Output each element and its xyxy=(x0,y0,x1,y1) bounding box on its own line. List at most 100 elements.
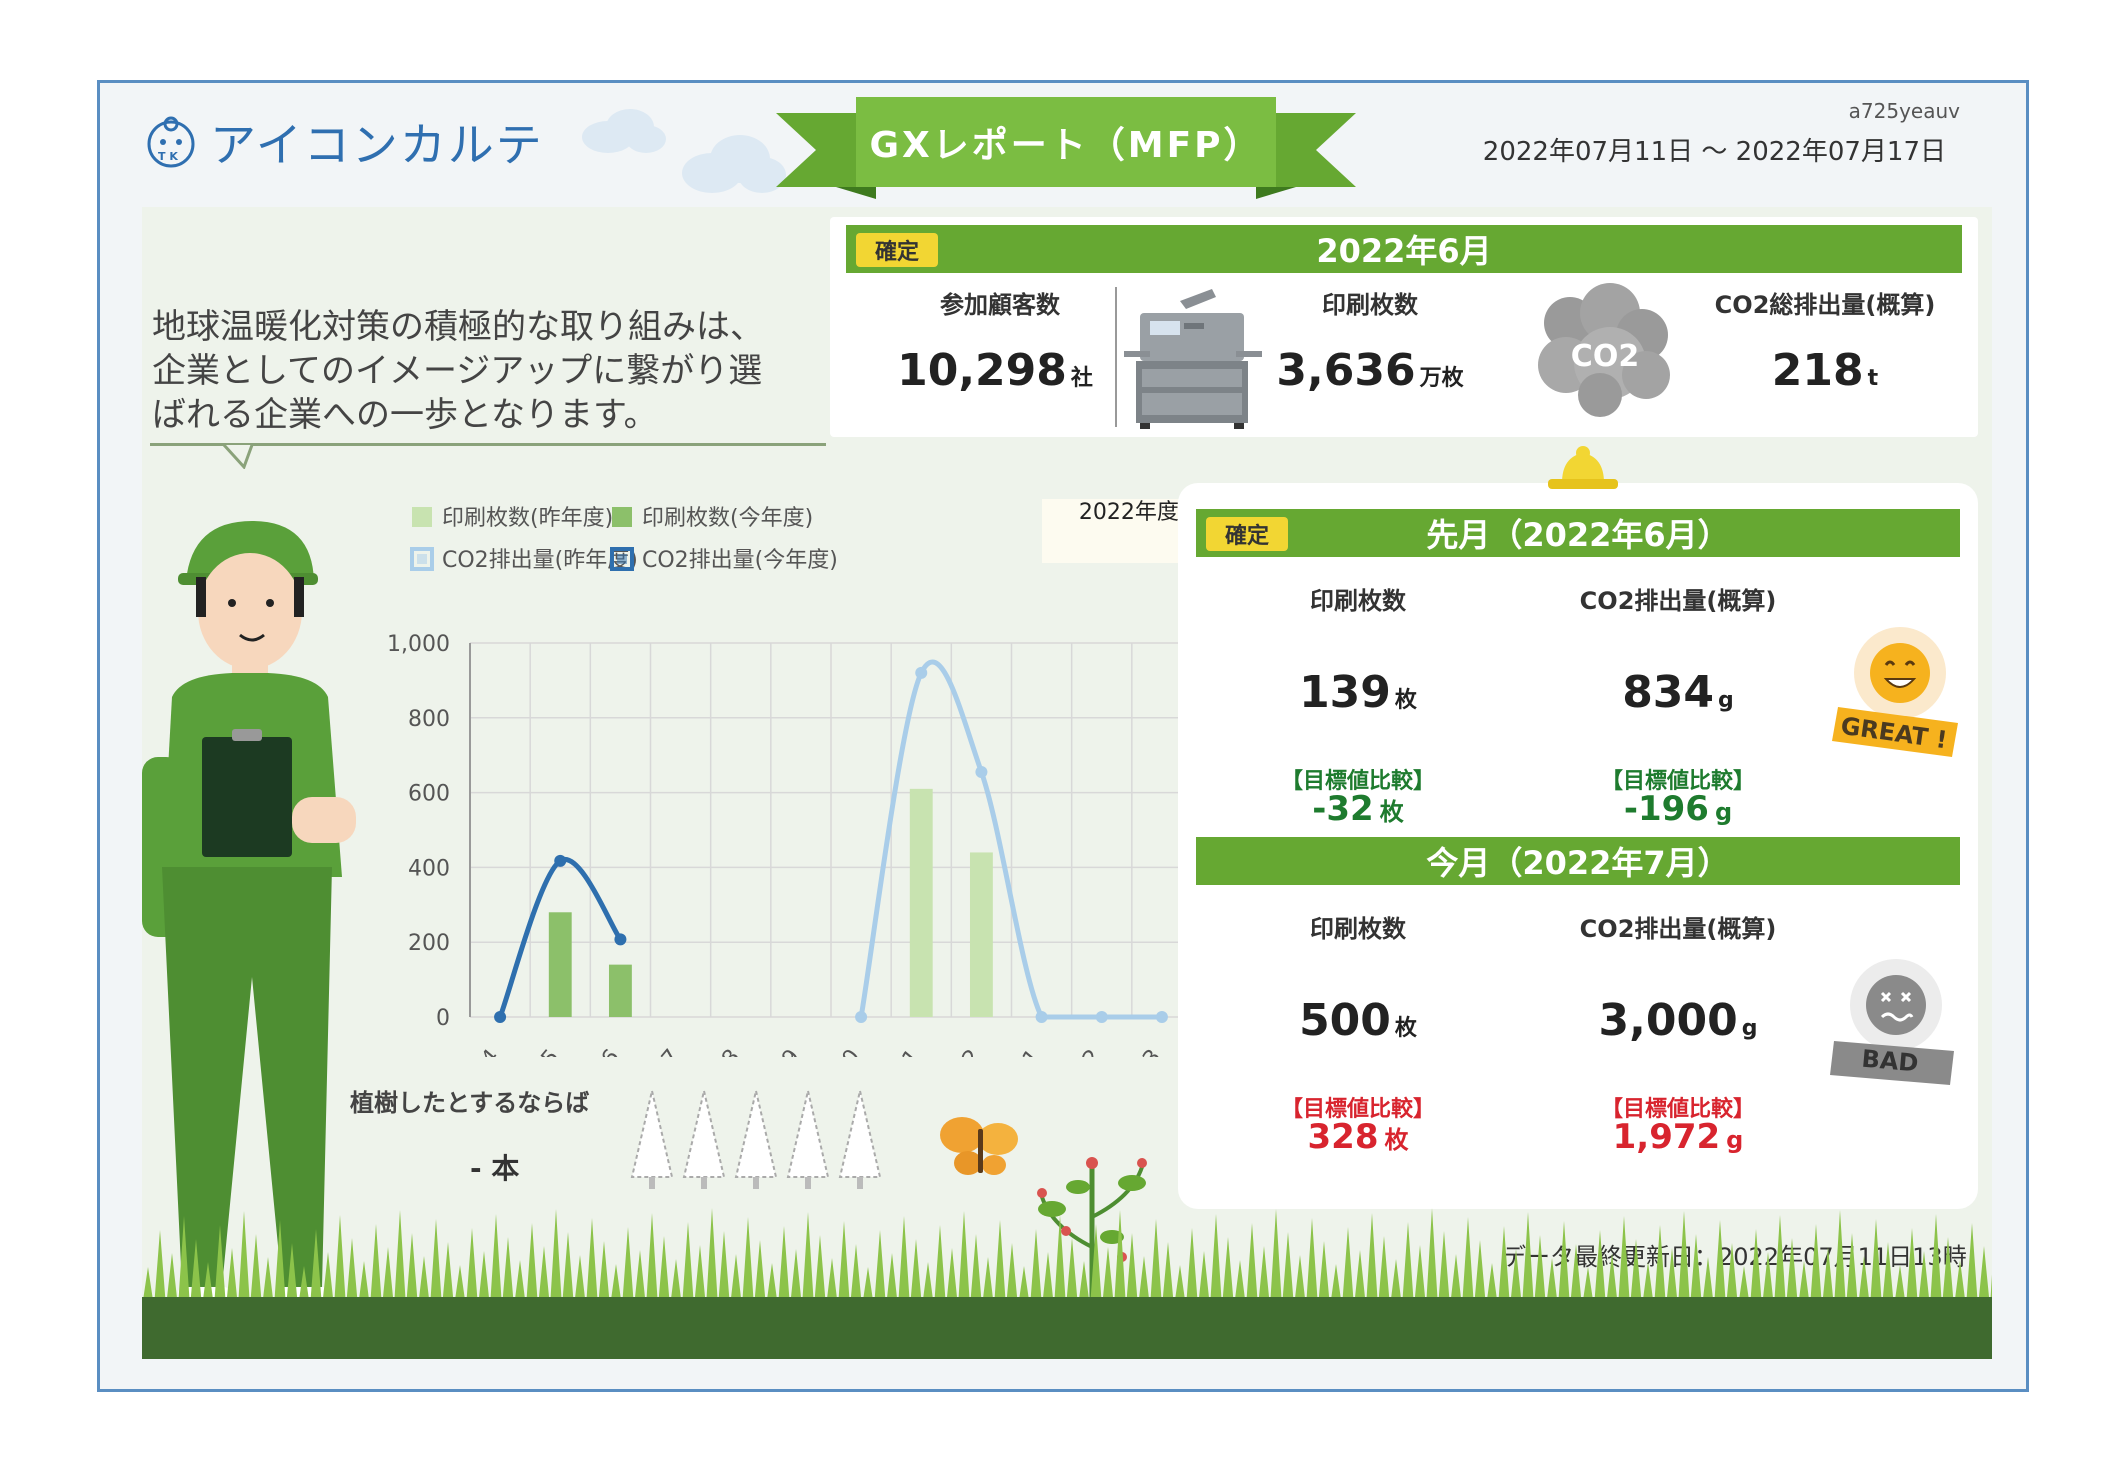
x-tick-label: 10 xyxy=(829,1045,866,1057)
x-tick-label: 07 xyxy=(648,1045,685,1057)
prints-label: 印刷枚数 xyxy=(1322,291,1418,319)
last-month-co2-diff: -196 g xyxy=(1623,789,1733,829)
legend-swatch xyxy=(610,547,634,571)
printer-icon xyxy=(1124,289,1262,429)
data-point xyxy=(554,854,567,867)
last-month-confirmed-badge: 確定 xyxy=(1206,517,1288,551)
customers-value: 10,298 社 xyxy=(897,345,1093,396)
legend-label: 印刷枚数(今年度) xyxy=(642,506,813,531)
svg-text:T K: T K xyxy=(158,150,178,163)
customers-label: 参加顧客数 xyxy=(940,291,1060,319)
legend-swatch xyxy=(412,507,432,527)
grass-decoration xyxy=(142,1208,1992,1307)
prints-value: 3,636 万枚 xyxy=(1276,345,1464,396)
data-point xyxy=(855,1011,868,1023)
y-left-tick-label: 600 xyxy=(408,782,450,807)
this-month-co2-value: 3,000 g xyxy=(1598,995,1758,1046)
chart-legend: 印刷枚数(昨年度) 印刷枚数(今年度)CO2排出量(昨年度) CO2排出量(今年度) xyxy=(410,506,838,573)
monthly-comparison-card: 先月（2022年6月） 確定 印刷枚数 139 枚 CO2排出量(概算) 834 g… xyxy=(1178,446,1978,1209)
logo: T K アイコンカルテ xyxy=(142,109,544,175)
x-tick-label: 12 xyxy=(949,1045,986,1057)
y-left-tick-label: 0 xyxy=(436,1006,450,1031)
worker-illustration xyxy=(142,521,356,1303)
this-month-header: 今月（2022年7月） xyxy=(1196,837,1960,885)
bar xyxy=(909,788,933,1017)
x-tick-label: 11 xyxy=(889,1045,926,1057)
this-month-co2-label: CO2排出量(概算) xyxy=(1579,915,1777,943)
logo-text: アイコンカルテ xyxy=(210,118,544,172)
y-left-tick-label: 1,000 xyxy=(387,632,450,657)
x-tick-label: 08 xyxy=(708,1045,745,1057)
bad-face-icon xyxy=(1830,959,1954,1085)
data-point xyxy=(1035,1011,1048,1023)
x-tick-label: 03 xyxy=(1129,1045,1166,1057)
data-point xyxy=(1155,1011,1168,1023)
this-month-co2-compare-label: 【目標値比較】 xyxy=(1600,1097,1755,1122)
tree-label: 植樹したとするならば xyxy=(350,1089,590,1117)
logo-face-icon: T K xyxy=(147,116,195,168)
great-smile-icon xyxy=(1832,627,1958,757)
summary-card: 2022年6月 確定 参加顧客数 10,298 社 xyxy=(830,217,1978,437)
speech-underline xyxy=(150,443,826,446)
legend-label: CO2排出量(昨年度) xyxy=(442,548,638,573)
co2-cloud-icon xyxy=(1538,283,1670,417)
this-month-co2-diff: 1,972 g xyxy=(1612,1117,1744,1157)
title-ribbon xyxy=(776,97,1356,199)
butterfly-icon xyxy=(940,1117,1018,1175)
chart-grid xyxy=(469,642,1193,1018)
this-month-prints-value: 500 枚 xyxy=(1299,995,1417,1046)
last-month-co2-label: CO2排出量(概算) xyxy=(1579,587,1777,615)
data-point xyxy=(1095,1011,1108,1023)
legend-swatch xyxy=(410,547,434,571)
x-tick-label: 06 xyxy=(588,1045,625,1057)
report-id: a725yeauv xyxy=(1848,99,1960,123)
summary-period: 2022年6月 xyxy=(1316,232,1492,270)
chart-bars xyxy=(548,788,993,1017)
co2-total-label: CO2総排出量(概算) xyxy=(1714,291,1936,319)
data-point xyxy=(915,666,928,679)
data-point xyxy=(975,766,988,779)
message-line-1: 地球温暖化対策の積極的な取り組みは、 xyxy=(152,307,764,347)
last-month-co2-compare-label: 【目標値比較】 xyxy=(1600,769,1755,794)
message-text: 地球温暖化対策の積極的な取り組みは、 企業としてのイメージアップに繋がり選 ばれ… xyxy=(152,305,832,437)
chart-axes: 02004006008001,00005001,0001,5002,0002,5… xyxy=(387,632,1275,1057)
this-month-prints-diff: 328 枚 xyxy=(1307,1117,1409,1157)
x-tick-label: 04 xyxy=(468,1045,505,1057)
last-month-title: 先月（2022年6月） xyxy=(1426,516,1730,554)
summary-header-bar: 2022年6月 xyxy=(846,225,1962,273)
last-month-co2-value: 834 g xyxy=(1622,667,1734,718)
bar xyxy=(969,852,993,1017)
print-co2-chart: 印刷枚数(昨年度) 印刷枚数(今年度)CO2排出量(昨年度) CO2排出量(今年度)… xyxy=(387,506,1275,1057)
this-month-prints-label: 印刷枚数 xyxy=(1310,915,1406,943)
last-month-prints-diff: -32 枚 xyxy=(1312,789,1404,829)
last-month-prints-compare-label: 【目標値比較】 xyxy=(1280,769,1435,794)
data-point xyxy=(494,1011,507,1023)
x-tick-label: 09 xyxy=(768,1045,805,1057)
y-left-tick-label: 800 xyxy=(408,707,450,732)
card-clip-icon xyxy=(1548,446,1618,489)
report-title: GXレポート（MFP） xyxy=(869,125,1263,166)
x-tick-label: 05 xyxy=(528,1045,565,1057)
legend-swatch-fill xyxy=(417,554,427,564)
data-point xyxy=(614,933,627,946)
message-line-2: 企業としてのイメージアップに繋がり選 xyxy=(152,351,763,391)
last-month-header: 先月（2022年6月） xyxy=(1196,509,1960,557)
y-left-tick-label: 200 xyxy=(408,931,450,956)
x-tick-label: 23/01 xyxy=(986,1045,1046,1057)
ground xyxy=(142,1297,1992,1359)
message-line-3: ばれる企業への一歩となります。 xyxy=(152,395,658,435)
this-month-prints-compare-label: 【目標値比較】 xyxy=(1280,1097,1435,1122)
tree-outline-icons xyxy=(630,1090,882,1189)
report-frame: T K アイコンカルテ GXレポート（MFP） a725yeauv 2022年0… xyxy=(97,80,2029,1392)
co2-cloud-text: CO2 xyxy=(1570,339,1640,374)
legend-swatch xyxy=(612,507,632,527)
summary-divider xyxy=(1115,287,1117,427)
bar xyxy=(548,912,572,1017)
legend-swatch-fill xyxy=(617,554,627,564)
legend-label: CO2排出量(今年度) xyxy=(642,548,838,573)
tree-value: - 本 xyxy=(470,1152,520,1185)
speech-tail xyxy=(222,445,254,469)
y-left-tick-label: 400 xyxy=(408,856,450,881)
summary-confirmed-badge: 確定 xyxy=(856,233,938,267)
x-tick-label: 02 xyxy=(1069,1045,1106,1057)
